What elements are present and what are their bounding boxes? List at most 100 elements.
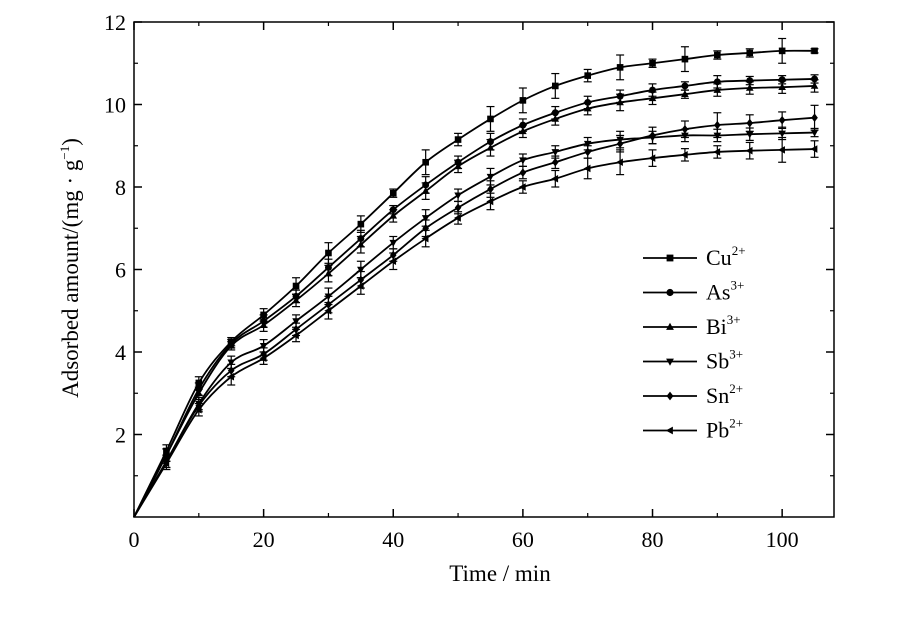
- legend-marker: [666, 358, 674, 366]
- x-tick-label: 60: [512, 527, 534, 552]
- data-point: [584, 72, 592, 79]
- data-point: [681, 82, 689, 90]
- legend-ion-name: Pb: [706, 418, 729, 443]
- legend-entry-pb: Pb2+: [643, 416, 743, 443]
- legend-label: Sb3+: [706, 347, 743, 374]
- x-axis-label: Time / min: [449, 561, 551, 586]
- data-point: [746, 118, 754, 128]
- data-point: [551, 82, 559, 90]
- legend-ion-charge: 2+: [729, 381, 743, 396]
- data-point: [616, 139, 624, 148]
- data-point: [486, 173, 495, 181]
- legend-ion-charge: 3+: [727, 312, 741, 327]
- x-tick-label: 40: [382, 527, 404, 552]
- data-point: [324, 306, 332, 315]
- y-tick-label: 4: [115, 340, 126, 365]
- y-axis-label: Adsorbed amount/(mg · g−1): [57, 138, 83, 398]
- legend-entry-sn: Sn2+: [643, 381, 743, 408]
- legend-marker: [666, 322, 674, 330]
- data-point: [648, 154, 656, 162]
- data-point: [422, 158, 429, 166]
- legend-label: Pb2+: [706, 416, 743, 443]
- data-point: [162, 459, 170, 468]
- data-point: [681, 124, 689, 134]
- data-point: [519, 168, 527, 177]
- data-point: [454, 203, 462, 212]
- data-point: [615, 158, 623, 167]
- data-point: [259, 343, 268, 350]
- data-point: [778, 146, 785, 154]
- legend-label: Sn2+: [706, 381, 743, 408]
- legend-entry-sb: Sb3+: [643, 347, 743, 374]
- data-point: [324, 269, 333, 277]
- data-point: [811, 75, 819, 83]
- y-tick-label: 8: [115, 175, 126, 200]
- legend-marker: [666, 391, 674, 401]
- data-point: [583, 104, 592, 112]
- data-point: [454, 192, 462, 200]
- data-point: [745, 83, 754, 91]
- data-point: [421, 187, 430, 194]
- data-point: [421, 215, 430, 223]
- legend-ion-charge: 3+: [730, 278, 744, 293]
- series-cu: [133, 37, 819, 518]
- series-sn: [133, 104, 819, 518]
- data-point: [778, 115, 786, 125]
- legend-ion-charge: 2+: [732, 243, 746, 258]
- data-point: [487, 184, 494, 194]
- legend-ion-name: As: [706, 280, 730, 305]
- data-point: [713, 148, 721, 156]
- legend-label: Cu2+: [706, 243, 746, 270]
- y-tick-label: 10: [104, 93, 126, 118]
- data-point: [681, 55, 689, 63]
- series-line: [133, 49, 815, 518]
- data-point: [551, 174, 559, 183]
- data-point: [195, 389, 203, 397]
- data-point: [713, 85, 722, 93]
- data-point: [681, 90, 689, 97]
- y-axis-label-sup: −1: [57, 146, 72, 160]
- series-pb: [133, 136, 819, 518]
- data-point: [680, 151, 688, 159]
- data-point: [551, 157, 559, 167]
- data-point: [389, 257, 397, 266]
- series-line: [133, 78, 815, 518]
- legend-ion-name: Cu: [706, 245, 732, 270]
- data-point: [519, 127, 527, 135]
- legend-label: Bi3+: [706, 312, 741, 339]
- data-point: [616, 98, 624, 106]
- data-point: [778, 130, 786, 138]
- data-point: [357, 240, 365, 248]
- series-line: [133, 131, 815, 518]
- data-point: [292, 318, 300, 326]
- y-tick-label: 6: [115, 258, 126, 283]
- legend-marker: [666, 254, 674, 262]
- data-point: [519, 157, 527, 165]
- data-point: [227, 341, 236, 349]
- legend-marker: [666, 288, 674, 297]
- data-point: [778, 83, 786, 90]
- legend-marker: [665, 426, 673, 435]
- data-point: [454, 136, 462, 143]
- data-point: [259, 354, 267, 362]
- data-point: [486, 197, 494, 206]
- series-bi: [133, 79, 819, 518]
- legend-ion-charge: 2+: [729, 416, 743, 431]
- data-point: [325, 249, 332, 257]
- data-point: [292, 296, 300, 304]
- data-point: [714, 51, 721, 59]
- data-point: [648, 94, 657, 102]
- x-tick-label: 100: [766, 527, 799, 552]
- data-point: [259, 321, 268, 328]
- data-point: [778, 47, 786, 55]
- data-point: [616, 64, 624, 71]
- data-point: [551, 114, 560, 122]
- legend-entry-cu: Cu2+: [643, 243, 746, 270]
- data-point: [583, 164, 591, 173]
- data-point: [389, 211, 398, 219]
- data-point: [810, 145, 818, 153]
- data-point: [811, 47, 818, 55]
- series-line: [133, 85, 815, 518]
- data-point: [454, 162, 462, 170]
